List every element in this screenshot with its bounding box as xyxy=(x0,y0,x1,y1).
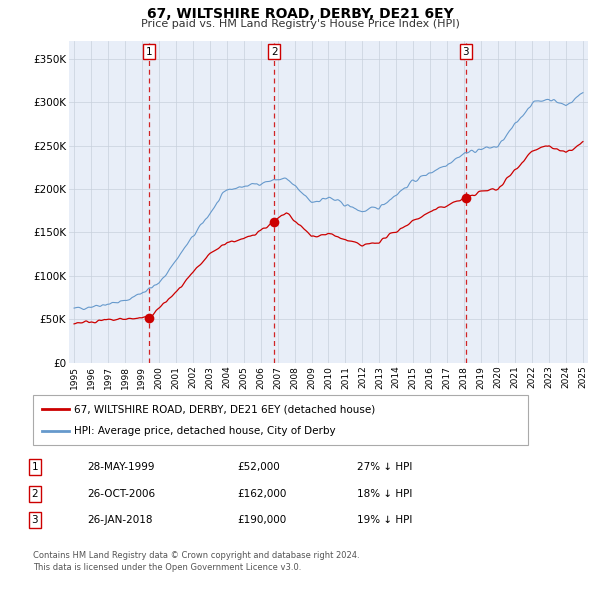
Text: 3: 3 xyxy=(463,47,469,57)
Text: 67, WILTSHIRE ROAD, DERBY, DE21 6EY (detached house): 67, WILTSHIRE ROAD, DERBY, DE21 6EY (det… xyxy=(74,404,375,414)
Text: HPI: Average price, detached house, City of Derby: HPI: Average price, detached house, City… xyxy=(74,427,335,437)
Text: 2: 2 xyxy=(31,489,38,499)
Text: 26-OCT-2006: 26-OCT-2006 xyxy=(87,489,155,499)
Text: £52,000: £52,000 xyxy=(237,463,280,472)
Text: 27% ↓ HPI: 27% ↓ HPI xyxy=(357,463,412,472)
Text: This data is licensed under the Open Government Licence v3.0.: This data is licensed under the Open Gov… xyxy=(33,563,301,572)
Text: 26-JAN-2018: 26-JAN-2018 xyxy=(87,516,152,525)
Text: Contains HM Land Registry data © Crown copyright and database right 2024.: Contains HM Land Registry data © Crown c… xyxy=(33,551,359,560)
Text: £190,000: £190,000 xyxy=(237,516,286,525)
Text: Price paid vs. HM Land Registry's House Price Index (HPI): Price paid vs. HM Land Registry's House … xyxy=(140,19,460,29)
Text: 18% ↓ HPI: 18% ↓ HPI xyxy=(357,489,412,499)
Text: 67, WILTSHIRE ROAD, DERBY, DE21 6EY: 67, WILTSHIRE ROAD, DERBY, DE21 6EY xyxy=(146,7,454,21)
Text: 2: 2 xyxy=(271,47,278,57)
Text: 1: 1 xyxy=(31,463,38,472)
Text: 28-MAY-1999: 28-MAY-1999 xyxy=(87,463,155,472)
Text: 3: 3 xyxy=(31,516,38,525)
Text: 1: 1 xyxy=(145,47,152,57)
Text: 19% ↓ HPI: 19% ↓ HPI xyxy=(357,516,412,525)
Text: £162,000: £162,000 xyxy=(237,489,286,499)
